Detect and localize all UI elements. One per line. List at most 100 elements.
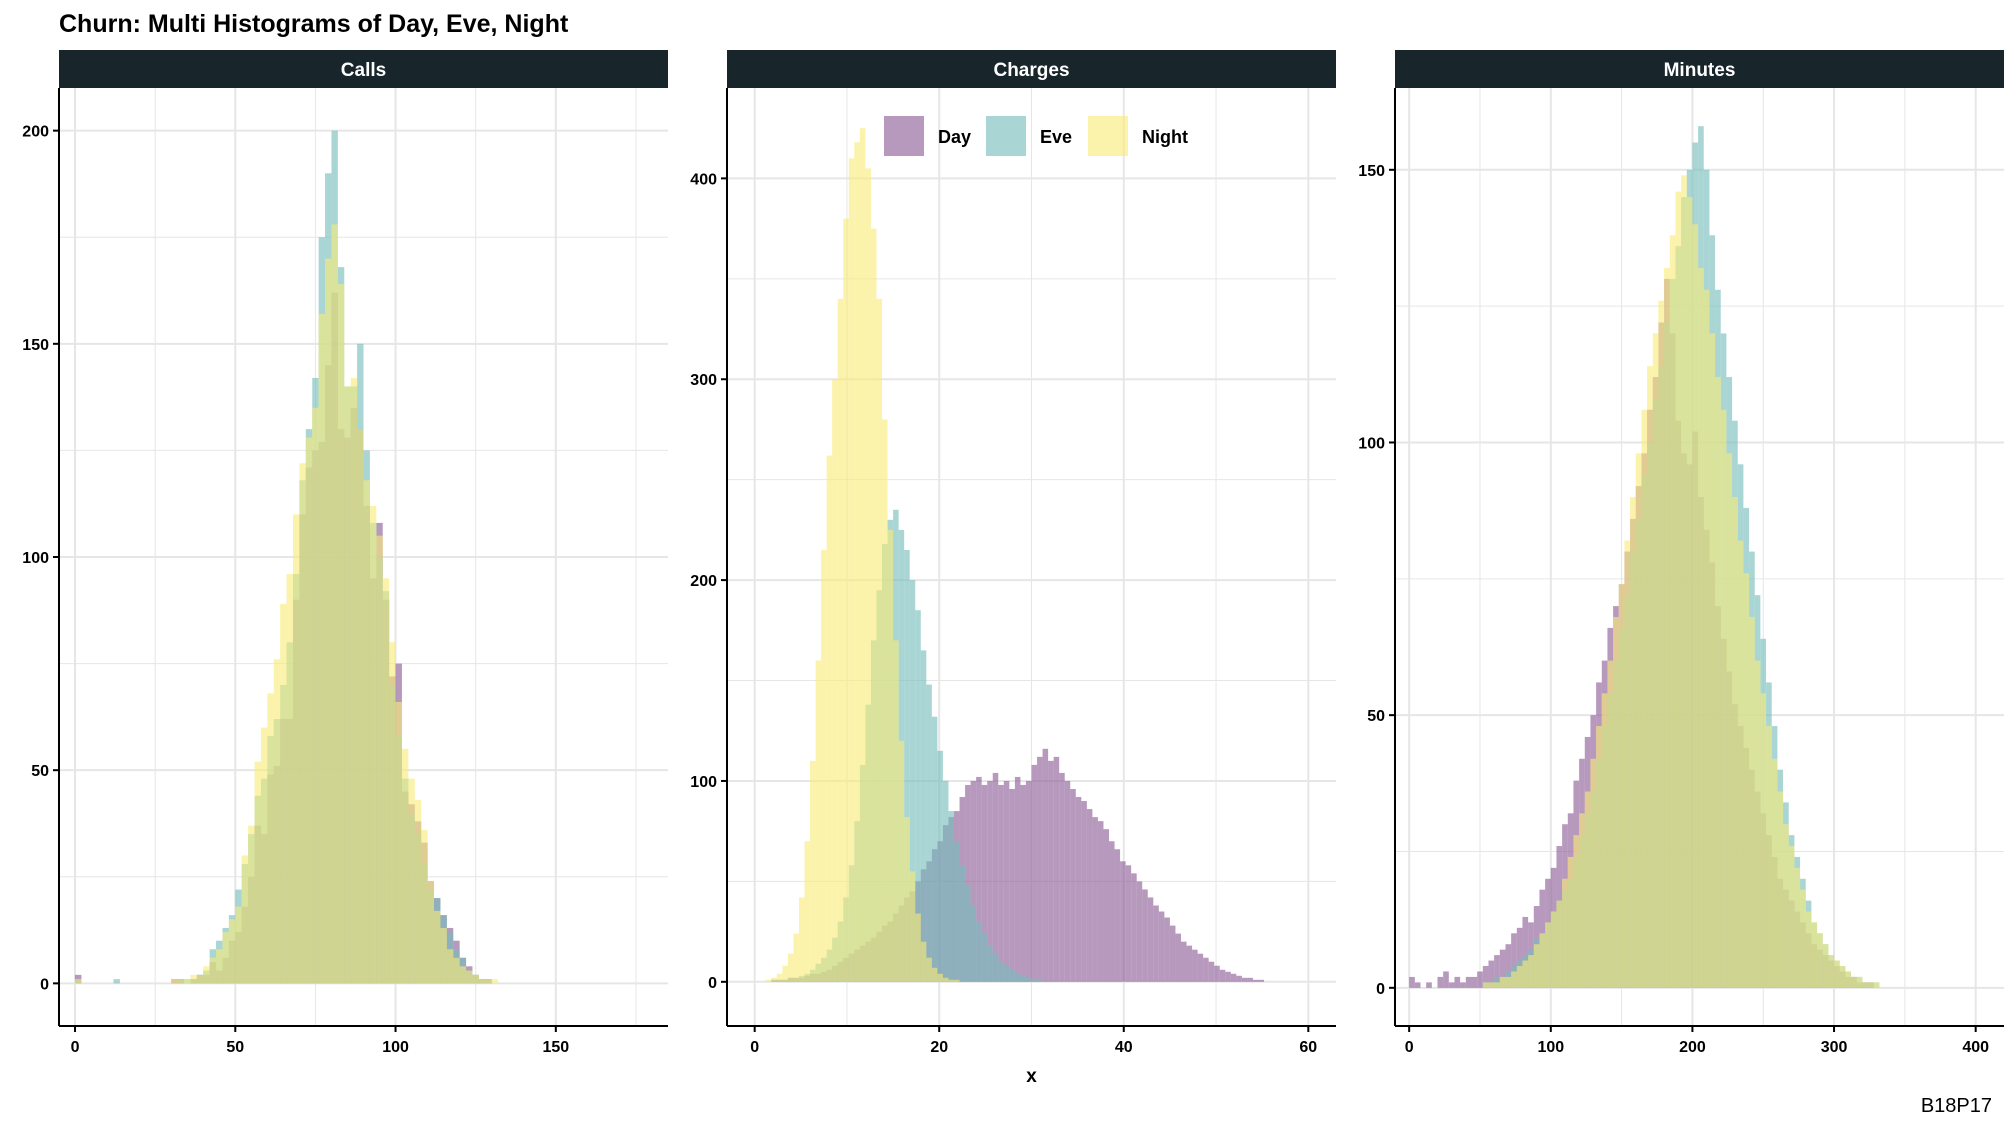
bar-day-charges xyxy=(981,784,988,982)
bar-day-minutes xyxy=(1494,955,1500,988)
bar-day-minutes xyxy=(1460,982,1466,988)
bar-night-minutes xyxy=(1686,197,1693,988)
bar-day-charges xyxy=(1247,977,1253,982)
bar-eve-charges xyxy=(992,953,999,982)
bar-night-calls xyxy=(196,974,204,984)
y-tick-label-charges: 0 xyxy=(708,975,717,992)
bar-night-calls xyxy=(357,429,364,984)
x-axis-title: x xyxy=(1026,1066,1037,1087)
bar-eve-charges xyxy=(970,905,977,982)
bar-eve-charges xyxy=(965,885,971,982)
bar-day-charges xyxy=(1009,788,1015,982)
bar-night-minutes xyxy=(1539,933,1546,988)
bar-night-calls xyxy=(363,480,370,984)
bar-night-charges xyxy=(904,817,910,982)
y-tick-label-minutes: 0 xyxy=(1376,981,1385,998)
facet-strip-charges xyxy=(727,50,1336,88)
x-tick-label-charges: 60 xyxy=(1299,1039,1317,1056)
bar-night-minutes xyxy=(1862,982,1869,988)
bar-day-charges xyxy=(1020,784,1026,982)
bar-night-minutes xyxy=(1652,333,1659,988)
bar-night-minutes xyxy=(1800,889,1806,988)
y-tick-label-minutes: 150 xyxy=(1358,163,1385,180)
bar-night-minutes xyxy=(1828,955,1835,988)
bar-night-minutes xyxy=(1737,540,1744,988)
bar-night-minutes xyxy=(1579,813,1585,988)
bar-night-calls xyxy=(453,957,460,984)
bar-night-minutes xyxy=(1669,235,1676,988)
bar-night-charges xyxy=(948,979,954,982)
bar-night-minutes xyxy=(1641,409,1648,988)
y-tick-label-minutes: 50 xyxy=(1367,708,1385,725)
bar-night-minutes xyxy=(1766,726,1772,988)
bar-night-calls xyxy=(395,701,402,984)
bar-day-charges xyxy=(1103,829,1110,982)
bar-night-calls xyxy=(459,966,467,984)
bar-night-minutes xyxy=(1726,453,1733,988)
panel-calls: Calls 0 50 100 150 0 50 100 150 200 xyxy=(22,50,668,1056)
bar-night-charges xyxy=(787,953,794,982)
bar-night-calls xyxy=(222,932,229,984)
bar-night-minutes xyxy=(1845,971,1852,988)
bar-night-minutes xyxy=(1675,191,1682,988)
bar-eve-charges xyxy=(1025,977,1032,982)
bar-day-charges xyxy=(1153,905,1159,982)
series-night-charges xyxy=(765,128,960,982)
bar-day-charges xyxy=(1003,780,1010,982)
bar-night-charges xyxy=(915,913,921,982)
bar-eve-charges xyxy=(1037,979,1043,982)
bar-night-charges xyxy=(826,455,833,982)
y-tick-label-calls: 150 xyxy=(22,337,49,354)
bar-night-charges xyxy=(920,941,927,982)
bar-eve-charges xyxy=(909,580,916,982)
bar-day-charges xyxy=(992,772,999,982)
bar-night-charges xyxy=(909,871,916,982)
bar-night-calls xyxy=(350,377,358,984)
bar-night-charges xyxy=(865,168,871,982)
bar-night-calls xyxy=(75,979,82,984)
bar-eve-charges xyxy=(915,610,921,982)
bar-day-charges xyxy=(1042,748,1049,982)
bar-night-minutes xyxy=(1522,960,1529,988)
bar-night-calls xyxy=(299,463,306,984)
bar-night-calls xyxy=(292,514,300,984)
facet-strip-calls xyxy=(59,50,668,88)
bar-night-charges xyxy=(810,760,816,982)
bar-night-charges xyxy=(776,973,783,982)
legend-key-eve xyxy=(986,116,1026,156)
bar-eve-charges xyxy=(948,811,954,982)
bar-night-minutes xyxy=(1505,976,1512,988)
bar-day-minutes xyxy=(1511,933,1517,988)
legend-label-night: Night xyxy=(1142,127,1188,147)
bar-night-charges xyxy=(926,957,932,982)
bar-night-calls xyxy=(312,407,319,984)
bar-eve-charges xyxy=(926,684,932,982)
bar-day-charges xyxy=(1219,969,1226,982)
bar-eve-charges xyxy=(981,933,988,982)
bar-night-minutes xyxy=(1635,453,1642,988)
bar-day-minutes xyxy=(1414,982,1421,988)
bar-day-charges xyxy=(1048,760,1054,982)
bar-day-charges xyxy=(1252,979,1259,982)
x-tick-label-minutes: 200 xyxy=(1679,1039,1706,1056)
bar-day-charges xyxy=(970,780,977,982)
bar-night-minutes xyxy=(1573,835,1580,988)
bar-eve-calls xyxy=(113,979,120,984)
bar-night-charges xyxy=(793,933,799,982)
x-tick-label-charges: 20 xyxy=(930,1039,948,1056)
bar-night-calls xyxy=(401,748,409,984)
bar-night-minutes xyxy=(1777,791,1784,988)
bar-night-minutes xyxy=(1749,616,1755,988)
bar-night-calls xyxy=(376,535,383,984)
bar-night-calls xyxy=(280,603,287,984)
bar-night-charges xyxy=(837,298,844,982)
bar-eve-charges xyxy=(1014,973,1021,982)
bar-eve-charges xyxy=(920,650,927,982)
bar-night-calls xyxy=(241,855,249,984)
bar-night-minutes xyxy=(1715,377,1721,988)
bar-night-minutes xyxy=(1488,982,1495,988)
bar-day-minutes xyxy=(1448,982,1455,988)
bar-day-charges xyxy=(1059,772,1065,982)
bar-night-minutes xyxy=(1834,960,1840,988)
bar-day-minutes xyxy=(1505,944,1512,988)
